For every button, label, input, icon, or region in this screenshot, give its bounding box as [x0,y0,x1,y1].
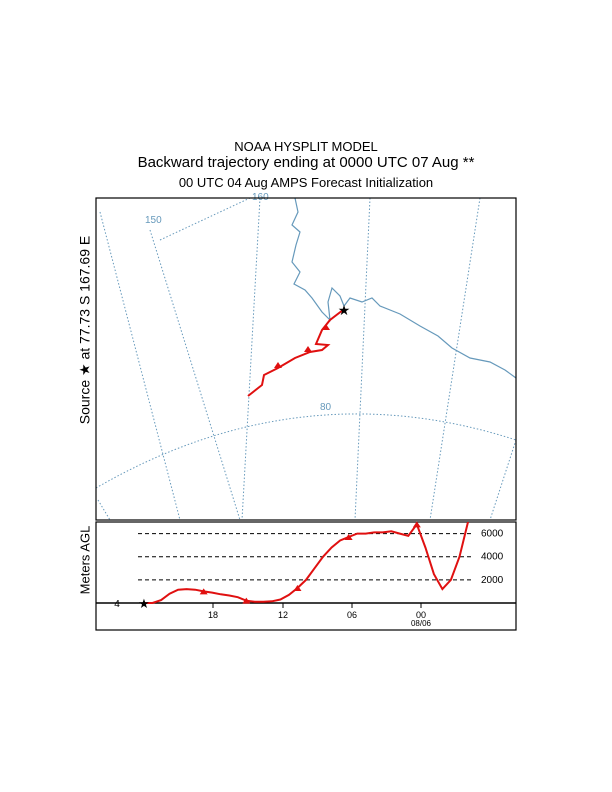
trajectory-marker [274,362,282,368]
time-tick-label: 00 [416,610,426,620]
time-tick-label: 12 [278,610,288,620]
coastline [291,198,516,379]
height-marker [242,597,251,604]
star-icon: ★ [338,303,351,319]
trajectory-marker [304,346,312,352]
height-marker [199,588,208,595]
parallel-label: 80 [320,402,332,413]
initialization-subtitle: 00 UTC 04 Aug AMPS Forecast Initializati… [178,175,434,190]
trajectory-markers [274,324,330,368]
parallel-line [96,413,516,489]
height-marker [344,534,353,541]
trajectory-marker [322,324,330,330]
time-axis: 18 12 06 00 [208,603,426,620]
model-title: NOAA HYSPLIT MODEL [234,139,378,154]
meridian-line [97,499,111,520]
meridian-line [241,198,261,520]
height-markers [199,521,421,604]
meridian-line [489,439,516,520]
time-tick-label: 18 [208,610,218,620]
reference-level-label: 4000 [481,552,504,563]
height-marker [412,521,421,528]
map-frame [95,197,517,521]
meridian-line [149,229,241,520]
meridian-label: 150 [145,215,162,226]
height-series-line [144,522,469,604]
reference-level-label: 2000 [481,575,504,586]
map-area [96,198,516,520]
reference-levels: 6000 4000 2000 [138,529,504,586]
time-tick-label: 06 [347,610,357,620]
trajectory-title: Backward trajectory ending at 0000 UTC 0… [137,154,475,171]
meridian-line [159,198,251,241]
trajectory-path [247,309,344,397]
reference-level-label: 6000 [481,529,504,540]
meridian-line [354,198,371,520]
meridian-line [99,211,181,520]
graticule-lines [96,198,516,520]
profile-frame [95,521,517,631]
left-axis-label: 4 [114,599,120,610]
star-icon: ★ [138,597,150,612]
height-marker [293,584,302,591]
date-label: 08/06 [411,619,432,628]
